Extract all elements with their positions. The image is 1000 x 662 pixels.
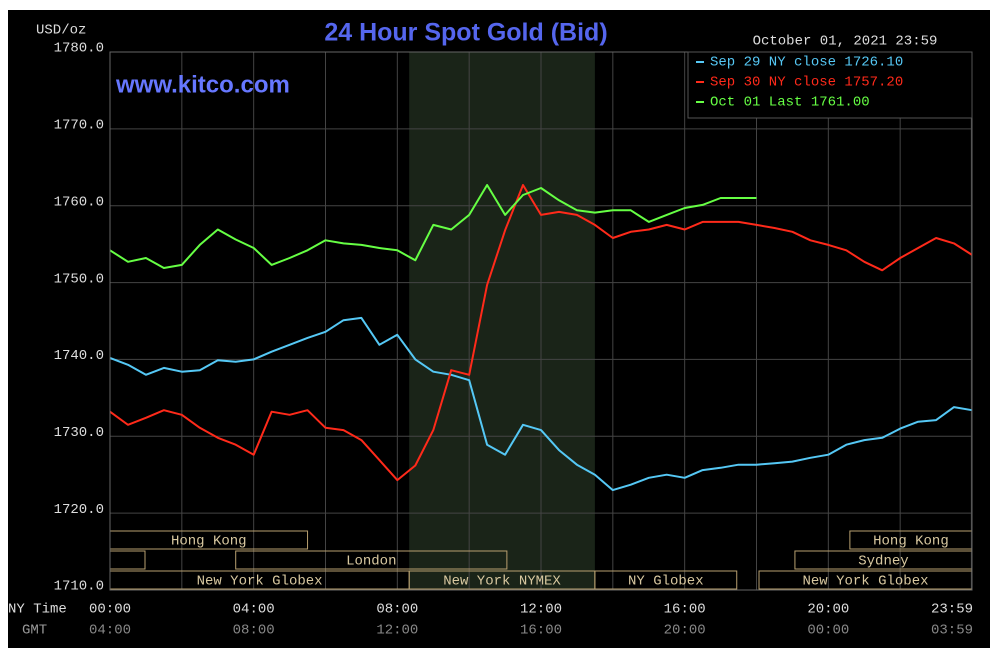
session-label: New York Globex: [802, 574, 928, 590]
legend: Sep 29 NY close 1726.10 Sep 30 NY close 1…: [696, 55, 903, 111]
x2-tick-label: 12:00: [376, 623, 418, 639]
legend-box: [687, 51, 973, 119]
session-label: Hong Kong: [873, 534, 949, 550]
x-tick-label: 20:00: [807, 602, 849, 618]
watermark: www.kitco.com: [115, 71, 290, 98]
y-tick-label: 1770.0: [54, 118, 104, 134]
x2-tick-label: 16:00: [520, 623, 562, 639]
session-label: New York NYMEX: [443, 574, 561, 590]
price-line: [109, 184, 973, 482]
legend-label: Sep 29 NY close 1726.10: [710, 55, 903, 71]
x2-tick-label: 08:00: [233, 623, 275, 639]
chart-title: 24 Hour Spot Gold (Bid): [324, 19, 607, 47]
price-line: [109, 316, 973, 492]
price-line: [109, 184, 757, 269]
x-tick-label: 00:00: [89, 602, 131, 618]
session-box: [235, 550, 508, 570]
x2-axis-label: GMT: [22, 623, 47, 639]
trading-shade: [409, 52, 595, 590]
session-label: New York Globex: [197, 574, 323, 590]
x2-tick-label: 04:00: [89, 623, 131, 639]
shade-layer: [409, 52, 595, 590]
x2-tick-label: 00:00: [807, 623, 849, 639]
y-tick-label: 1780.0: [54, 41, 104, 57]
x-tick-label: 08:00: [376, 602, 418, 618]
y-tick-label: 1730.0: [54, 425, 104, 441]
x-tick-label: 16:00: [664, 602, 706, 618]
y-tick-label: 1740.0: [54, 348, 104, 364]
session-box: [594, 570, 738, 590]
legend-label: Sep 30 NY close 1757.20: [710, 75, 903, 91]
session-label: Hong Kong: [171, 534, 247, 550]
session-label: London: [346, 554, 396, 570]
legend-label: Oct 01 Last 1761.00: [710, 95, 870, 111]
line-layer: [109, 184, 973, 492]
session-label: NY Globex: [628, 574, 704, 590]
x2-tick-label: 20:00: [664, 623, 706, 639]
x-tick-label: 04:00: [233, 602, 275, 618]
y-tick-label: 1710.0: [54, 579, 104, 595]
x-tick-label: 23:59: [931, 602, 973, 618]
x-axis-label: NY Time: [8, 602, 67, 618]
y-axis-label: USD/oz: [36, 23, 86, 39]
y-tick-label: 1750.0: [54, 271, 104, 287]
session-label: Sydney: [858, 554, 908, 570]
x-tick-label: 12:00: [520, 602, 562, 618]
x2-tick-label: 03:59: [931, 623, 973, 639]
y-tick-label: 1720.0: [54, 502, 104, 518]
y-tick-label: 1760.0: [54, 194, 104, 210]
plot-frame: [109, 51, 973, 591]
timestamp: October 01, 2021 23:59: [753, 34, 938, 50]
